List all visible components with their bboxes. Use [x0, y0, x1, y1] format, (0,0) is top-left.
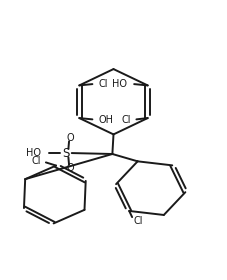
Text: Cl: Cl	[121, 115, 131, 125]
Text: S: S	[62, 146, 70, 160]
Text: O: O	[66, 163, 74, 173]
Text: Cl: Cl	[99, 79, 108, 88]
Text: O: O	[66, 133, 74, 143]
Text: HO: HO	[26, 148, 41, 158]
Text: Cl: Cl	[134, 216, 143, 226]
Text: HO: HO	[112, 79, 127, 88]
Text: Cl: Cl	[31, 156, 41, 166]
Text: OH: OH	[99, 115, 114, 125]
